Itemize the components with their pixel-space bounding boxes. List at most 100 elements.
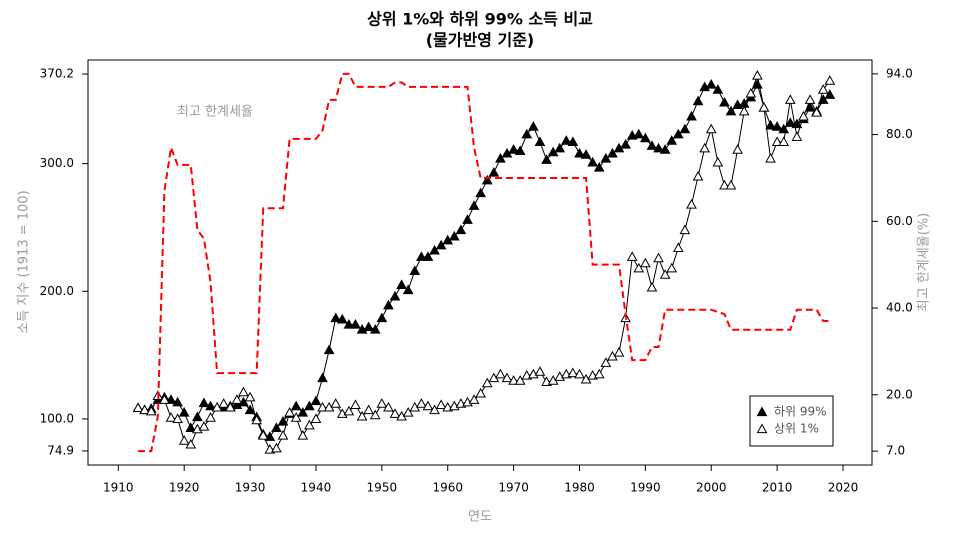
y-tick-label: 370.2	[40, 67, 74, 81]
y-tick-label: 100.0	[40, 411, 74, 425]
point	[712, 156, 724, 167]
point	[679, 224, 691, 235]
point	[738, 105, 750, 116]
point	[389, 290, 401, 301]
point	[429, 404, 440, 415]
point	[765, 153, 776, 163]
point	[495, 153, 506, 163]
legend-marker	[756, 406, 768, 417]
point	[719, 179, 730, 190]
y2-tick-label: 7.0	[886, 444, 905, 458]
point	[784, 117, 796, 127]
point	[758, 101, 770, 112]
point	[659, 144, 671, 154]
point	[686, 110, 697, 121]
y2-axis-label: 최고 한계세율(%)	[917, 213, 932, 311]
point	[422, 400, 434, 411]
point	[567, 367, 579, 378]
x-tick-label: 1910	[103, 481, 134, 495]
point	[732, 144, 743, 154]
point	[402, 284, 414, 295]
point	[528, 121, 539, 131]
point	[528, 368, 539, 379]
point	[205, 412, 216, 422]
point	[686, 198, 697, 209]
point	[198, 421, 210, 431]
point	[705, 78, 717, 89]
point	[277, 415, 289, 426]
point	[699, 142, 711, 153]
point	[244, 391, 256, 402]
point	[705, 123, 717, 134]
x-tick-label: 1970	[498, 481, 529, 495]
point	[435, 399, 447, 409]
point	[435, 239, 447, 250]
point	[224, 401, 236, 412]
point	[416, 398, 427, 408]
point	[501, 372, 513, 383]
legend-label: 상위 1%	[774, 422, 819, 436]
point	[752, 70, 763, 80]
point	[172, 413, 183, 424]
point	[534, 366, 546, 376]
point	[659, 269, 671, 279]
x-tick-label: 2010	[762, 481, 793, 495]
point	[745, 87, 757, 98]
point	[231, 394, 243, 404]
y2-tick-label: 20.0	[886, 387, 913, 401]
point	[165, 394, 177, 404]
y2-tick-label: 60.0	[886, 214, 913, 228]
point	[541, 154, 552, 164]
point	[231, 399, 243, 409]
point	[587, 156, 599, 167]
y-tick-label: 300.0	[40, 156, 74, 170]
point	[626, 251, 638, 261]
point	[593, 161, 605, 172]
x-axis-label: 연도	[468, 510, 492, 525]
plot-frame	[87, 59, 873, 466]
point	[475, 187, 487, 198]
point	[343, 318, 355, 329]
point	[198, 397, 210, 408]
point	[178, 435, 190, 445]
point	[172, 396, 183, 407]
x-tick-label: 2000	[696, 481, 727, 495]
point	[205, 400, 216, 411]
point	[455, 224, 467, 235]
y-tick-label: 74.9	[47, 443, 74, 457]
point	[317, 372, 328, 383]
point	[824, 89, 836, 99]
point	[363, 404, 375, 415]
point	[376, 398, 388, 408]
legend-box	[749, 395, 834, 447]
point	[396, 279, 407, 290]
point	[560, 135, 572, 145]
y2-tick-label: 80.0	[886, 127, 913, 141]
point	[310, 395, 322, 406]
point	[574, 147, 585, 158]
series-line	[137, 73, 831, 451]
point	[514, 375, 526, 385]
point	[640, 132, 651, 143]
point	[304, 419, 315, 430]
point	[692, 170, 704, 181]
point	[310, 413, 322, 424]
point	[554, 142, 566, 153]
point	[192, 423, 203, 434]
point	[791, 131, 803, 141]
point	[402, 407, 414, 417]
point	[290, 400, 302, 411]
point	[350, 399, 361, 409]
point	[317, 401, 328, 412]
x-tick-label: 1940	[301, 481, 332, 495]
point	[666, 262, 678, 273]
point	[409, 265, 421, 275]
point	[139, 404, 151, 415]
point	[383, 401, 394, 412]
point	[323, 344, 335, 355]
point	[369, 324, 381, 334]
point	[468, 200, 480, 210]
point	[672, 128, 684, 139]
point	[330, 312, 342, 323]
point	[600, 357, 612, 367]
